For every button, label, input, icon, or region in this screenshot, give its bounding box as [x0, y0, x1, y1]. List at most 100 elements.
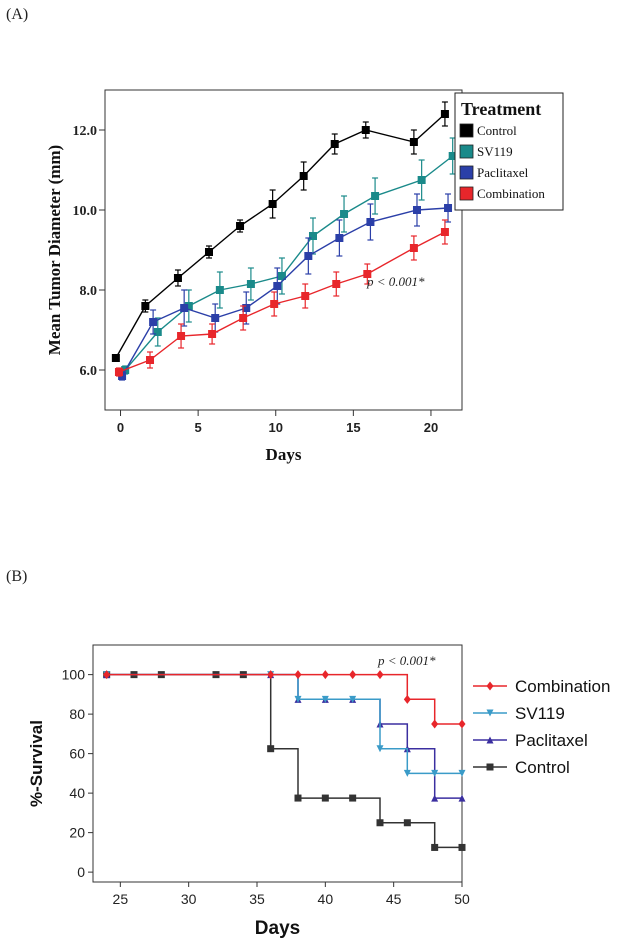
y-tick-label-b: 60	[69, 746, 85, 762]
data-point	[270, 300, 279, 308]
data-point	[304, 252, 313, 260]
data-point	[458, 769, 466, 777]
x-tick-label-b: 50	[454, 891, 470, 907]
data-point	[444, 204, 453, 212]
data-point	[215, 286, 224, 294]
legend-label-control: Control	[477, 123, 517, 138]
legend-item-sv119: SV119	[473, 704, 565, 723]
data-point	[277, 272, 286, 280]
data-point	[301, 292, 310, 300]
data-point	[321, 695, 329, 703]
legend-label-combination: Combination	[515, 677, 610, 696]
legend-label-combination: Combination	[477, 186, 545, 201]
data-point	[332, 280, 341, 288]
data-point	[153, 328, 162, 336]
data-point	[146, 356, 155, 364]
x-tick-label-a: 20	[424, 420, 438, 435]
data-point	[486, 763, 494, 771]
data-point	[403, 819, 411, 827]
km-series-sv119	[103, 671, 466, 777]
data-point	[321, 670, 329, 680]
data-point	[376, 670, 384, 680]
legend-label-paclitaxel: Paclitaxel	[477, 165, 529, 180]
data-point	[349, 670, 357, 680]
data-point	[321, 794, 329, 802]
data-point	[268, 200, 277, 208]
plot-frame-a	[104, 89, 463, 411]
y-axis-label-b: %-Survival	[27, 720, 46, 807]
legend-title: Treatment	[461, 99, 541, 119]
data-point	[440, 228, 449, 236]
data-point	[208, 330, 217, 338]
x-tick-label-a: 5	[195, 420, 202, 435]
data-point	[431, 719, 439, 729]
y-tick-label-b: 40	[69, 785, 85, 801]
data-point	[363, 270, 372, 278]
data-point	[294, 670, 302, 680]
km-step-line-sv119	[106, 673, 462, 775]
data-point	[349, 695, 357, 703]
data-point	[361, 126, 370, 134]
legend-item-paclitaxel: Paclitaxel	[473, 731, 588, 750]
data-point	[376, 745, 384, 753]
km-series-paclitaxel	[103, 671, 466, 802]
data-point	[308, 232, 317, 240]
km-series-combination	[103, 670, 466, 729]
y-axis-label-a: Mean Tumor Diameter (mm)	[45, 145, 64, 355]
legend-item-combination: Combination	[473, 677, 610, 696]
data-point	[448, 152, 457, 160]
data-point	[299, 172, 308, 180]
x-tick-label-b: 40	[318, 891, 334, 907]
x-axis-label-a: Days	[266, 445, 302, 464]
data-point	[294, 695, 302, 703]
legend-swatch-control	[459, 123, 474, 138]
x-tick-label-b: 35	[249, 891, 265, 907]
data-point	[111, 354, 120, 362]
data-point	[184, 302, 193, 310]
data-point	[403, 694, 411, 704]
data-point	[412, 206, 421, 214]
data-point	[204, 248, 213, 256]
km-series-control	[103, 671, 466, 851]
legend-label-sv119: SV119	[515, 704, 565, 723]
data-point	[349, 794, 357, 802]
data-point	[371, 192, 380, 200]
data-point	[458, 843, 466, 851]
x-axis-label-b: Days	[255, 918, 300, 939]
data-point	[173, 274, 182, 282]
legend-swatch-paclitaxel	[459, 165, 474, 180]
data-point	[267, 745, 275, 753]
data-point	[458, 719, 466, 729]
panel-label-b: (B)	[6, 568, 28, 585]
data-point	[366, 218, 375, 226]
y-tick-label-b: 80	[69, 706, 85, 722]
significance-annotation-b: p < 0.001*	[377, 653, 436, 668]
x-tick-label-b: 45	[386, 891, 402, 907]
data-point	[340, 210, 349, 218]
data-point	[431, 794, 439, 802]
data-point	[486, 736, 494, 744]
legend-swatch-combination	[459, 186, 474, 201]
plot-frame-b	[92, 644, 463, 883]
data-point	[409, 244, 418, 252]
legend-label-sv119: SV119	[477, 144, 513, 159]
data-point	[403, 769, 411, 777]
legend-swatch-sv119	[459, 144, 474, 159]
y-tick-label-a: 6.0	[80, 364, 98, 379]
y-tick-label-a: 8.0	[80, 284, 98, 299]
y-tick-label-b: 0	[77, 864, 85, 880]
y-tick-label-a: 12.0	[73, 124, 98, 139]
x-tick-label-a: 0	[117, 420, 124, 435]
legend-label-control: Control	[515, 758, 570, 777]
data-point	[103, 670, 111, 680]
x-tick-label-a: 10	[269, 420, 283, 435]
data-point	[242, 304, 251, 312]
data-point	[246, 280, 255, 288]
data-point	[273, 282, 282, 290]
panel-label-a: (A)	[6, 6, 29, 23]
data-point	[236, 222, 245, 230]
legend-label-paclitaxel: Paclitaxel	[515, 731, 588, 750]
series-combination	[114, 219, 449, 377]
